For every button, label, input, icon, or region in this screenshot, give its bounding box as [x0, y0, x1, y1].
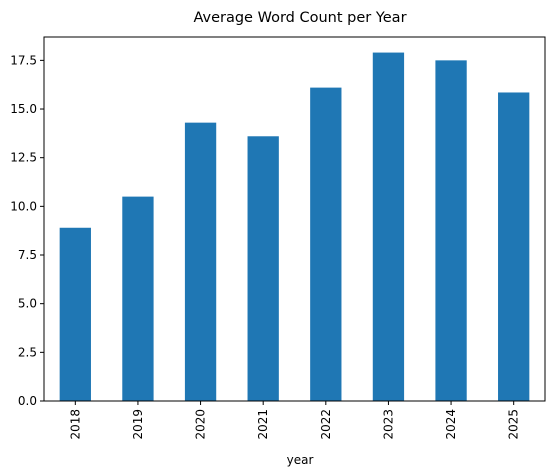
- x-tick-label: 2018: [68, 409, 82, 440]
- y-tick-label: 12.5: [10, 151, 37, 165]
- y-tick-label: 15.0: [10, 102, 37, 116]
- y-tick-label: 10.0: [10, 199, 37, 213]
- x-axis: 2018 2019 2020 2021 2022 2023 2024 2025: [68, 401, 521, 440]
- y-tick-label: 5.0: [18, 297, 37, 311]
- bar-2025: [498, 92, 530, 401]
- x-axis-label: year: [287, 453, 314, 467]
- bar-2020: [184, 122, 217, 401]
- x-tick-label: 2023: [381, 409, 395, 440]
- bar-2021: [247, 136, 279, 402]
- x-tick-label: 2019: [131, 409, 145, 440]
- y-tick-label: 17.5: [10, 53, 37, 67]
- bar-2024: [435, 60, 467, 402]
- y-tick-label: 0.0: [18, 394, 37, 408]
- y-axis: 0.0 2.5 5.0 7.5 10.0 12.5 15.0 17.5: [10, 53, 44, 408]
- x-tick-label: 2025: [507, 409, 521, 440]
- x-tick-label: 2020: [194, 409, 208, 440]
- bar-2019: [122, 196, 154, 401]
- y-tick-label: 2.5: [18, 345, 37, 359]
- chart-title: Average Word Count per Year: [193, 10, 406, 26]
- bar-2023: [372, 52, 405, 401]
- x-tick-label: 2021: [256, 409, 270, 440]
- plot-frame: [43, 36, 546, 402]
- bar-2022: [310, 87, 342, 402]
- y-tick-label: 7.5: [18, 248, 37, 262]
- x-tick-label: 2024: [444, 409, 458, 440]
- bars-group: [59, 52, 530, 402]
- x-tick-label: 2022: [319, 409, 333, 440]
- bar-2018: [59, 227, 91, 401]
